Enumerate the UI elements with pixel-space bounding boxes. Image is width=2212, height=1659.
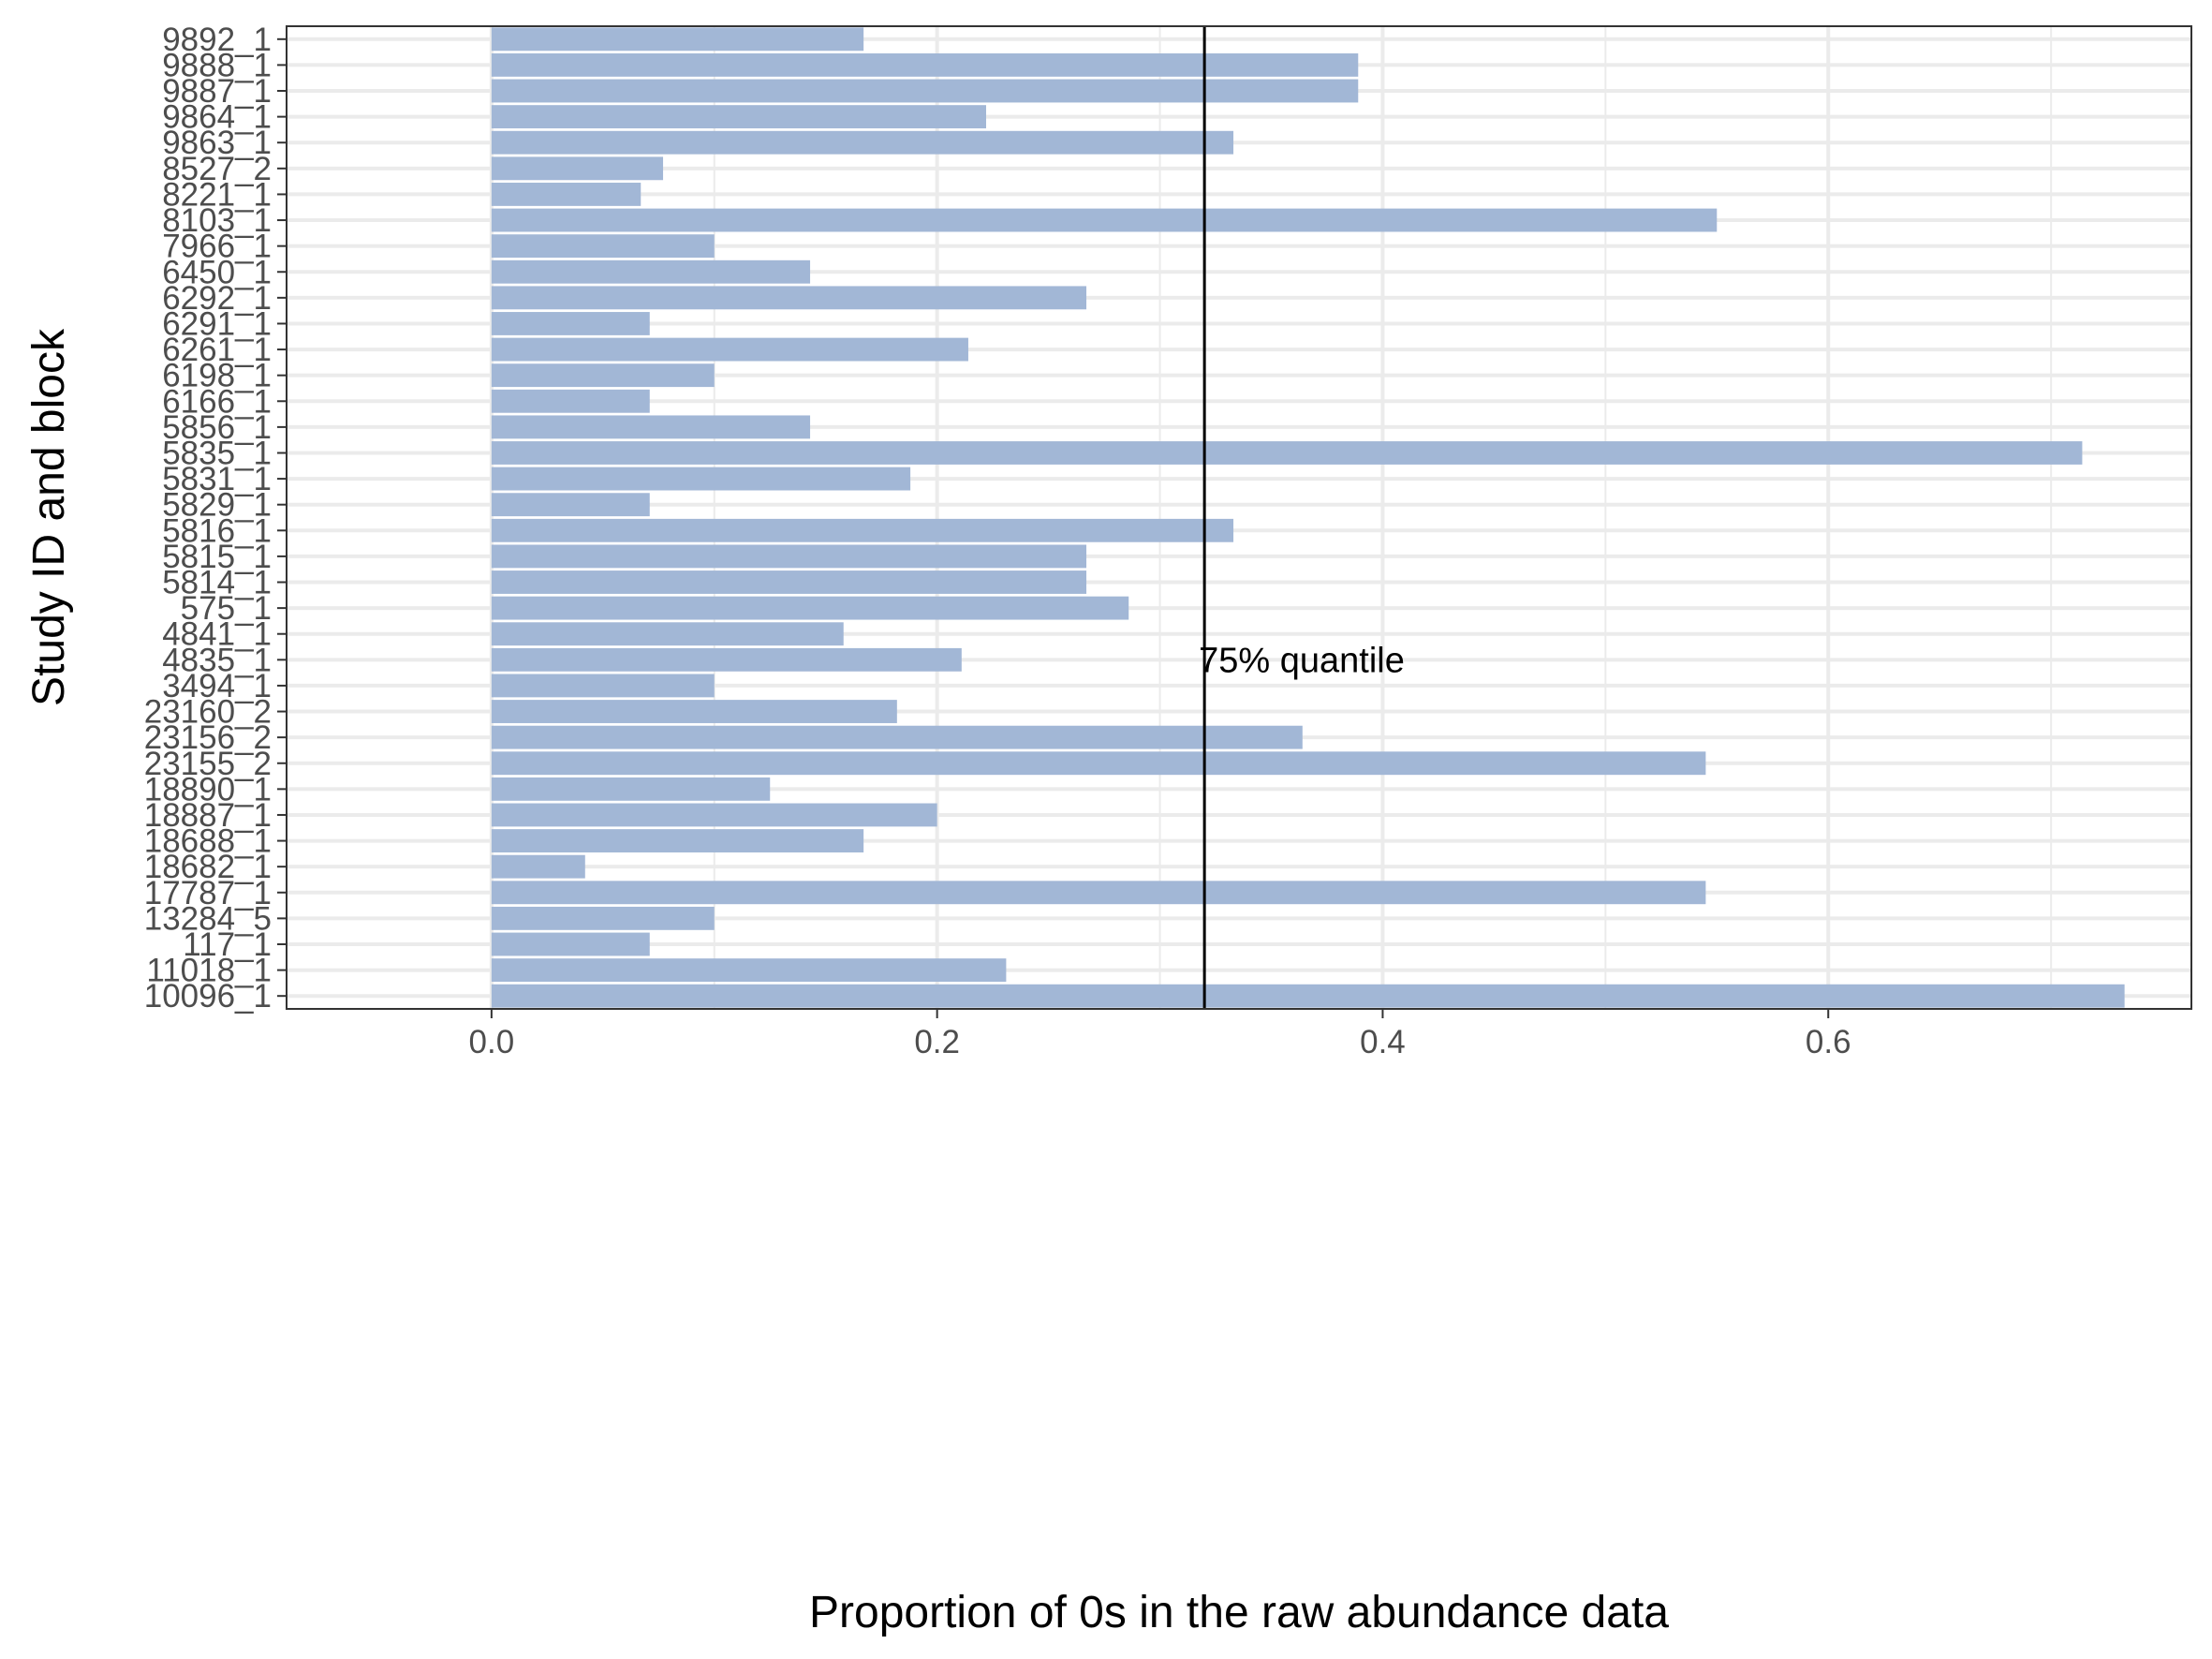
bar bbox=[491, 337, 968, 362]
y-tick-label: 9864_1 bbox=[162, 99, 272, 136]
panel-border bbox=[286, 25, 2192, 1010]
bar bbox=[491, 312, 650, 335]
bar bbox=[491, 958, 1007, 983]
bar bbox=[491, 234, 715, 259]
y-tick-label: 9892_1 bbox=[162, 22, 272, 58]
x-tick-label: 0.4 bbox=[1360, 1024, 1406, 1060]
bar bbox=[491, 105, 986, 129]
y-tick-label: 8221_1 bbox=[162, 176, 272, 213]
bar bbox=[491, 259, 811, 284]
bar bbox=[491, 441, 2083, 465]
bar bbox=[491, 984, 2125, 1008]
x-axis: 0.0 0.2 0.4 0.6 bbox=[469, 1009, 1851, 1060]
bar bbox=[491, 130, 1234, 155]
bar bbox=[491, 647, 962, 672]
bar bbox=[491, 570, 1087, 594]
y-tick-label: 18887_1 bbox=[144, 797, 272, 834]
y-tick-label: 6292_1 bbox=[162, 280, 272, 317]
y-tick-label: 6291_1 bbox=[162, 305, 272, 342]
y-tick-label: 9863_1 bbox=[162, 125, 272, 161]
y-tick-label: 7966_1 bbox=[162, 229, 272, 265]
bar bbox=[491, 286, 1087, 310]
reference-line-group: 75% quantile bbox=[1199, 26, 1405, 1009]
bar bbox=[491, 700, 897, 723]
bar bbox=[491, 674, 715, 698]
y-tick-label: 6261_1 bbox=[162, 332, 272, 368]
y-axis: 9892_19888_19887_19864_19863_18527_28221… bbox=[144, 22, 287, 1015]
y-tick-label: 575_1 bbox=[181, 590, 272, 627]
y-tick-label: 11018_1 bbox=[146, 953, 272, 989]
bar bbox=[491, 854, 585, 879]
y-tick-label: 5835_1 bbox=[162, 435, 272, 471]
y-tick-label: 18890_1 bbox=[144, 771, 272, 807]
y-tick-label: 13284_5 bbox=[144, 900, 272, 937]
bar bbox=[491, 467, 911, 491]
y-tick-label: 5816_1 bbox=[162, 512, 272, 549]
y-tick-label: 5814_1 bbox=[162, 565, 272, 601]
y-tick-label: 4841_1 bbox=[162, 616, 272, 653]
y-tick-label: 9887_1 bbox=[162, 73, 272, 110]
x-tick-label: 0.6 bbox=[1806, 1024, 1851, 1060]
y-tick-label: 23160_2 bbox=[144, 694, 272, 731]
reference-line-label: 75% quantile bbox=[1199, 641, 1405, 680]
y-tick-label: 18682_1 bbox=[144, 849, 272, 885]
y-tick-label: 5815_1 bbox=[162, 539, 272, 575]
y-tick-label: 23155_2 bbox=[144, 746, 272, 782]
y-tick-label: 9888_1 bbox=[162, 47, 272, 83]
bar bbox=[491, 415, 811, 439]
bar bbox=[491, 52, 1359, 77]
y-tick-label: 6450_1 bbox=[162, 254, 272, 290]
bar bbox=[491, 79, 1359, 103]
bar bbox=[491, 544, 1087, 569]
y-tick-label: 6198_1 bbox=[162, 358, 272, 394]
bar bbox=[491, 725, 1303, 749]
bar bbox=[491, 829, 864, 852]
bar bbox=[491, 777, 771, 801]
y-tick-label: 4835_1 bbox=[162, 642, 272, 678]
bar bbox=[491, 622, 844, 646]
y-tick-label: 6166_1 bbox=[162, 383, 272, 420]
bar bbox=[491, 183, 641, 206]
bar bbox=[491, 881, 1706, 905]
y-tick-label: 117_1 bbox=[183, 926, 272, 963]
bars bbox=[491, 27, 2125, 1008]
bar bbox=[491, 906, 715, 930]
bar bbox=[491, 596, 1129, 620]
bar bbox=[491, 156, 664, 181]
y-tick-label: 8103_1 bbox=[162, 202, 272, 239]
x-tick-label: 0.0 bbox=[469, 1024, 515, 1060]
y-tick-label: 10096_1 bbox=[144, 978, 272, 1015]
y-tick-label: 5831_1 bbox=[162, 461, 272, 497]
x-tick-label: 0.2 bbox=[914, 1024, 960, 1060]
bar bbox=[491, 751, 1706, 776]
y-tick-label: 23156_2 bbox=[144, 719, 272, 756]
bar bbox=[491, 518, 1234, 542]
bar bbox=[491, 803, 937, 827]
y-tick-label: 3494_1 bbox=[162, 668, 272, 704]
y-tick-label: 5856_1 bbox=[162, 409, 272, 446]
bar bbox=[491, 932, 650, 956]
y-tick-label: 17787_1 bbox=[144, 875, 272, 911]
y-axis-title: Study ID and block bbox=[24, 328, 74, 706]
bar bbox=[491, 208, 1718, 232]
y-tick-label: 8527_2 bbox=[162, 151, 272, 187]
x-axis-title: Proportion of 0s in the raw abundance da… bbox=[809, 1588, 1669, 1637]
bar bbox=[491, 493, 650, 517]
y-tick-label: 18688_1 bbox=[144, 823, 272, 860]
bar bbox=[491, 27, 864, 52]
bar bbox=[491, 363, 715, 388]
bar bbox=[491, 389, 650, 413]
y-tick-label: 5829_1 bbox=[162, 487, 272, 524]
